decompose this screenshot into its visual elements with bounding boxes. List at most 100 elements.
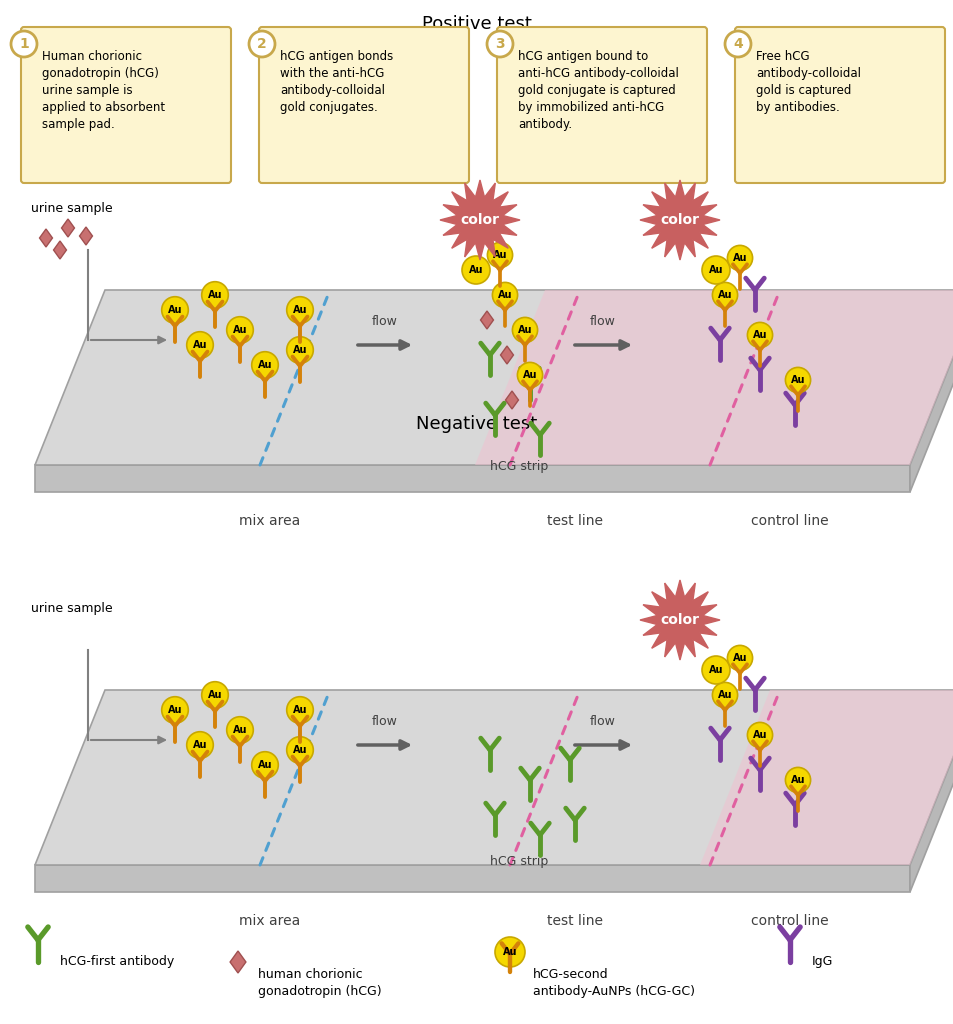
Text: human chorionic
gonadotropin (hCG): human chorionic gonadotropin (hCG): [257, 968, 381, 997]
Text: urine sample: urine sample: [31, 602, 112, 615]
Text: Au: Au: [752, 730, 766, 740]
Text: Au: Au: [193, 340, 207, 350]
Text: flow: flow: [372, 715, 397, 728]
Text: IgG: IgG: [811, 955, 833, 969]
Text: Au: Au: [233, 725, 247, 735]
FancyBboxPatch shape: [497, 27, 706, 183]
Text: Positive test: Positive test: [421, 15, 532, 33]
Text: control line: control line: [750, 514, 828, 528]
Circle shape: [187, 732, 213, 759]
Polygon shape: [439, 180, 519, 260]
Circle shape: [187, 332, 213, 358]
Polygon shape: [35, 465, 909, 492]
Text: Au: Au: [717, 690, 732, 700]
Polygon shape: [639, 580, 720, 660]
Circle shape: [252, 752, 278, 778]
Polygon shape: [909, 690, 953, 892]
Text: Human chorionic
gonadotropin (hCG)
urine sample is
applied to absorbent
sample p: Human chorionic gonadotropin (hCG) urine…: [42, 50, 165, 131]
Circle shape: [287, 297, 313, 324]
Text: Au: Au: [717, 290, 732, 300]
Text: urine sample: urine sample: [31, 202, 112, 215]
Text: Au: Au: [732, 653, 746, 663]
Circle shape: [746, 323, 772, 347]
Circle shape: [487, 243, 512, 267]
Text: color: color: [659, 613, 699, 627]
Polygon shape: [500, 346, 513, 364]
FancyBboxPatch shape: [734, 27, 944, 183]
Text: Au: Au: [517, 325, 532, 335]
Text: hCG antigen bound to
anti-hCG antibody-colloidal
gold conjugate is captured
by i: hCG antigen bound to anti-hCG antibody-c…: [517, 50, 679, 131]
Text: Au: Au: [522, 370, 537, 380]
Text: Au: Au: [493, 250, 507, 260]
Polygon shape: [639, 180, 720, 260]
Circle shape: [249, 31, 274, 57]
Text: Au: Au: [293, 345, 307, 355]
Text: Au: Au: [293, 705, 307, 715]
Circle shape: [712, 682, 737, 708]
Text: hCG strip: hCG strip: [490, 460, 548, 473]
Circle shape: [701, 656, 729, 684]
Circle shape: [201, 682, 228, 709]
Text: Au: Au: [708, 665, 722, 675]
Text: Au: Au: [790, 775, 804, 785]
Polygon shape: [909, 290, 953, 492]
Polygon shape: [505, 391, 517, 409]
Text: hCG-second
antibody-AuNPs (hCG-GC): hCG-second antibody-AuNPs (hCG-GC): [533, 968, 695, 997]
Polygon shape: [39, 229, 52, 247]
Text: test line: test line: [546, 914, 602, 928]
Circle shape: [724, 31, 750, 57]
Circle shape: [784, 368, 810, 392]
Text: test line: test line: [546, 514, 602, 528]
Circle shape: [486, 31, 513, 57]
Text: 3: 3: [495, 37, 504, 51]
Text: Au: Au: [497, 290, 512, 300]
Polygon shape: [35, 865, 909, 892]
Text: color: color: [460, 213, 499, 227]
Text: Au: Au: [790, 375, 804, 385]
Text: Free hCG
antibody-colloidal
gold is captured
by antibodies.: Free hCG antibody-colloidal gold is capt…: [755, 50, 861, 114]
Text: Au: Au: [293, 305, 307, 315]
Text: Au: Au: [168, 305, 182, 315]
Text: Negative test: Negative test: [416, 415, 537, 433]
Polygon shape: [35, 290, 953, 465]
Text: hCG antigen bonds
with the anti-hCG
antibody-colloidal
gold conjugates.: hCG antigen bonds with the anti-hCG anti…: [280, 50, 393, 114]
Circle shape: [495, 937, 524, 967]
Circle shape: [461, 256, 490, 284]
Circle shape: [512, 317, 537, 343]
Polygon shape: [480, 311, 493, 329]
Text: hCG strip: hCG strip: [490, 855, 548, 868]
Circle shape: [784, 767, 810, 793]
Circle shape: [227, 316, 253, 343]
Text: Au: Au: [293, 745, 307, 755]
FancyBboxPatch shape: [21, 27, 231, 183]
Circle shape: [227, 717, 253, 743]
FancyBboxPatch shape: [258, 27, 469, 183]
Polygon shape: [79, 227, 92, 245]
Text: Au: Au: [257, 760, 272, 770]
Text: control line: control line: [750, 914, 828, 928]
Text: Au: Au: [732, 253, 746, 263]
Circle shape: [287, 696, 313, 723]
Circle shape: [701, 256, 729, 284]
Text: 2: 2: [257, 37, 267, 51]
Polygon shape: [61, 219, 74, 237]
Circle shape: [726, 246, 752, 270]
Circle shape: [712, 283, 737, 307]
Circle shape: [201, 282, 228, 308]
Text: mix area: mix area: [239, 514, 300, 528]
Text: Au: Au: [468, 265, 483, 275]
Text: Au: Au: [257, 360, 272, 370]
Text: Au: Au: [752, 330, 766, 340]
Text: Au: Au: [168, 705, 182, 715]
Polygon shape: [35, 690, 953, 865]
Polygon shape: [53, 241, 67, 259]
Polygon shape: [230, 951, 246, 973]
Text: Au: Au: [233, 325, 247, 335]
Text: Au: Au: [502, 947, 517, 957]
Circle shape: [517, 362, 542, 388]
Text: flow: flow: [590, 315, 616, 328]
Circle shape: [287, 736, 313, 763]
Text: Au: Au: [208, 690, 222, 700]
Text: Au: Au: [708, 265, 722, 275]
Circle shape: [287, 337, 313, 364]
